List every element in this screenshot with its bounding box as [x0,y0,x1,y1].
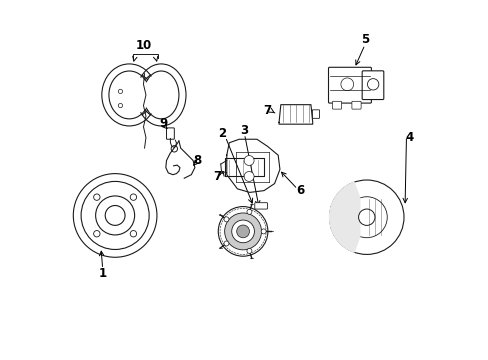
FancyBboxPatch shape [328,67,370,103]
Circle shape [246,210,251,214]
Circle shape [73,174,157,257]
Circle shape [218,207,267,256]
Circle shape [130,194,136,200]
Text: 7: 7 [263,104,271,117]
FancyBboxPatch shape [166,128,174,139]
Text: 8: 8 [193,154,201,167]
Circle shape [358,209,374,225]
Text: 3: 3 [240,124,248,137]
Circle shape [231,220,254,243]
Text: 7: 7 [212,170,221,183]
Circle shape [244,156,254,166]
Text: 2: 2 [218,127,226,140]
Polygon shape [329,182,359,252]
Polygon shape [226,139,279,192]
Text: 4: 4 [405,131,412,144]
Circle shape [224,241,228,246]
Circle shape [236,225,249,238]
Circle shape [329,180,403,255]
Polygon shape [279,105,312,124]
Text: 5: 5 [360,33,368,46]
Circle shape [246,248,251,253]
Text: 6: 6 [296,184,304,197]
FancyBboxPatch shape [351,101,360,109]
FancyBboxPatch shape [312,110,319,118]
Circle shape [224,213,261,250]
Circle shape [105,206,125,225]
Text: 9: 9 [159,117,167,130]
Text: 1: 1 [99,267,106,280]
FancyBboxPatch shape [254,203,267,209]
Circle shape [261,229,265,234]
FancyBboxPatch shape [332,101,341,109]
Circle shape [224,217,228,222]
Text: 10: 10 [135,39,151,52]
Circle shape [93,194,100,200]
Circle shape [244,171,254,181]
FancyBboxPatch shape [362,71,383,100]
Polygon shape [224,158,264,176]
Circle shape [130,230,136,237]
Circle shape [93,230,100,237]
